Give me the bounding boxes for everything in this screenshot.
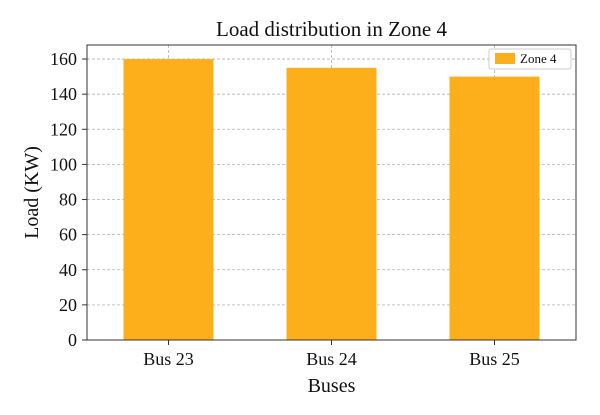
bar-bus-24 bbox=[286, 67, 377, 340]
bar-bus-23 bbox=[123, 59, 214, 341]
legend: Zone 4 bbox=[488, 48, 572, 70]
y-tick-label: 120 bbox=[50, 119, 77, 139]
y-tick-label: 20 bbox=[59, 295, 77, 315]
y-tick-label: 160 bbox=[50, 49, 77, 69]
x-axis-label: Buses bbox=[308, 375, 356, 397]
bar-bus-25 bbox=[449, 76, 540, 340]
chart-title: Load distribution in Zone 4 bbox=[216, 17, 447, 41]
y-tick-label: 60 bbox=[59, 225, 77, 245]
y-axis-ticks: 0 20 40 60 80 100 120 140 160 bbox=[50, 49, 87, 350]
x-tick-label: Bus 25 bbox=[469, 349, 520, 369]
bars bbox=[123, 59, 540, 341]
y-tick-label: 0 bbox=[68, 330, 77, 350]
y-tick-label: 140 bbox=[50, 84, 77, 104]
legend-label: Zone 4 bbox=[520, 51, 557, 66]
y-axis-label: Load (KW) bbox=[21, 146, 43, 239]
x-tick-label: Bus 24 bbox=[306, 349, 357, 369]
x-tick-label: Bus 23 bbox=[143, 349, 194, 369]
legend-swatch bbox=[495, 53, 515, 64]
y-tick-label: 80 bbox=[59, 190, 77, 210]
y-tick-label: 40 bbox=[59, 260, 77, 280]
x-axis-ticks: Bus 23 Bus 24 Bus 25 bbox=[143, 340, 520, 369]
y-tick-label: 100 bbox=[50, 154, 77, 174]
